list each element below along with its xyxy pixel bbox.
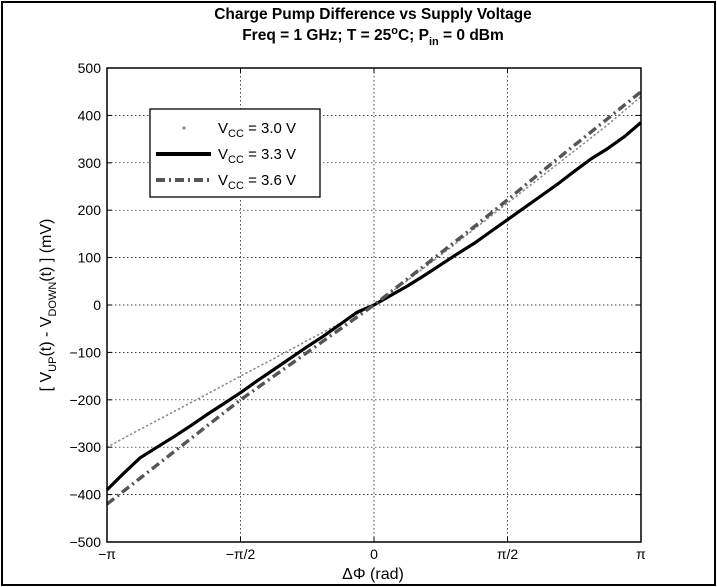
y-tick-label: 200 [78, 202, 102, 218]
chart-title-line2: Freq = 1 GHz; T = 25oC; Pin = 0 dBm [242, 25, 504, 48]
legend-label-series-3: VCC = 3.6 V [218, 172, 296, 192]
x-tick-label: π/2 [497, 546, 519, 562]
y-tick-label: 300 [78, 155, 102, 171]
x-tick-label: −π [98, 546, 116, 562]
y-tick-label: 500 [78, 60, 102, 76]
y-tick-label: −300 [69, 439, 101, 455]
x-tick-label: π [636, 546, 646, 562]
y-tick-label: 400 [78, 107, 102, 123]
y-tick-label: −200 [69, 392, 101, 408]
x-tick-label: 0 [370, 546, 378, 562]
legend: VCC = 3.0 V VCC = 3.3 V VCC = 3.6 V [149, 108, 321, 198]
y-tick-label: −500 [69, 534, 101, 550]
x-axis-label: ΔΦ (rad) [342, 566, 404, 583]
y-tick-label: −400 [69, 487, 101, 503]
chart-title-line1: Charge Pump Difference vs Supply Voltage [214, 6, 532, 23]
legend-label-series-2: VCC = 3.3 V [218, 146, 296, 166]
axis-ticks: −500 −400 −300 −200 −100 0 100 200 300 400 500 −π −π… [69, 60, 646, 562]
legend-marker-series-1 [182, 126, 186, 130]
y-tick-label: 0 [93, 297, 101, 313]
x-tick-label: −π/2 [226, 546, 256, 562]
series-layer [105, 90, 643, 506]
series-line-2 [105, 121, 643, 492]
y-tick-label: −100 [69, 344, 101, 360]
y-tick-label: 100 [78, 250, 102, 266]
legend-label-series-1: VCC = 3.0 V [218, 120, 296, 140]
y-axis-label: [ VUP(t) - VDOWN(t) ] (mV) [38, 219, 59, 392]
